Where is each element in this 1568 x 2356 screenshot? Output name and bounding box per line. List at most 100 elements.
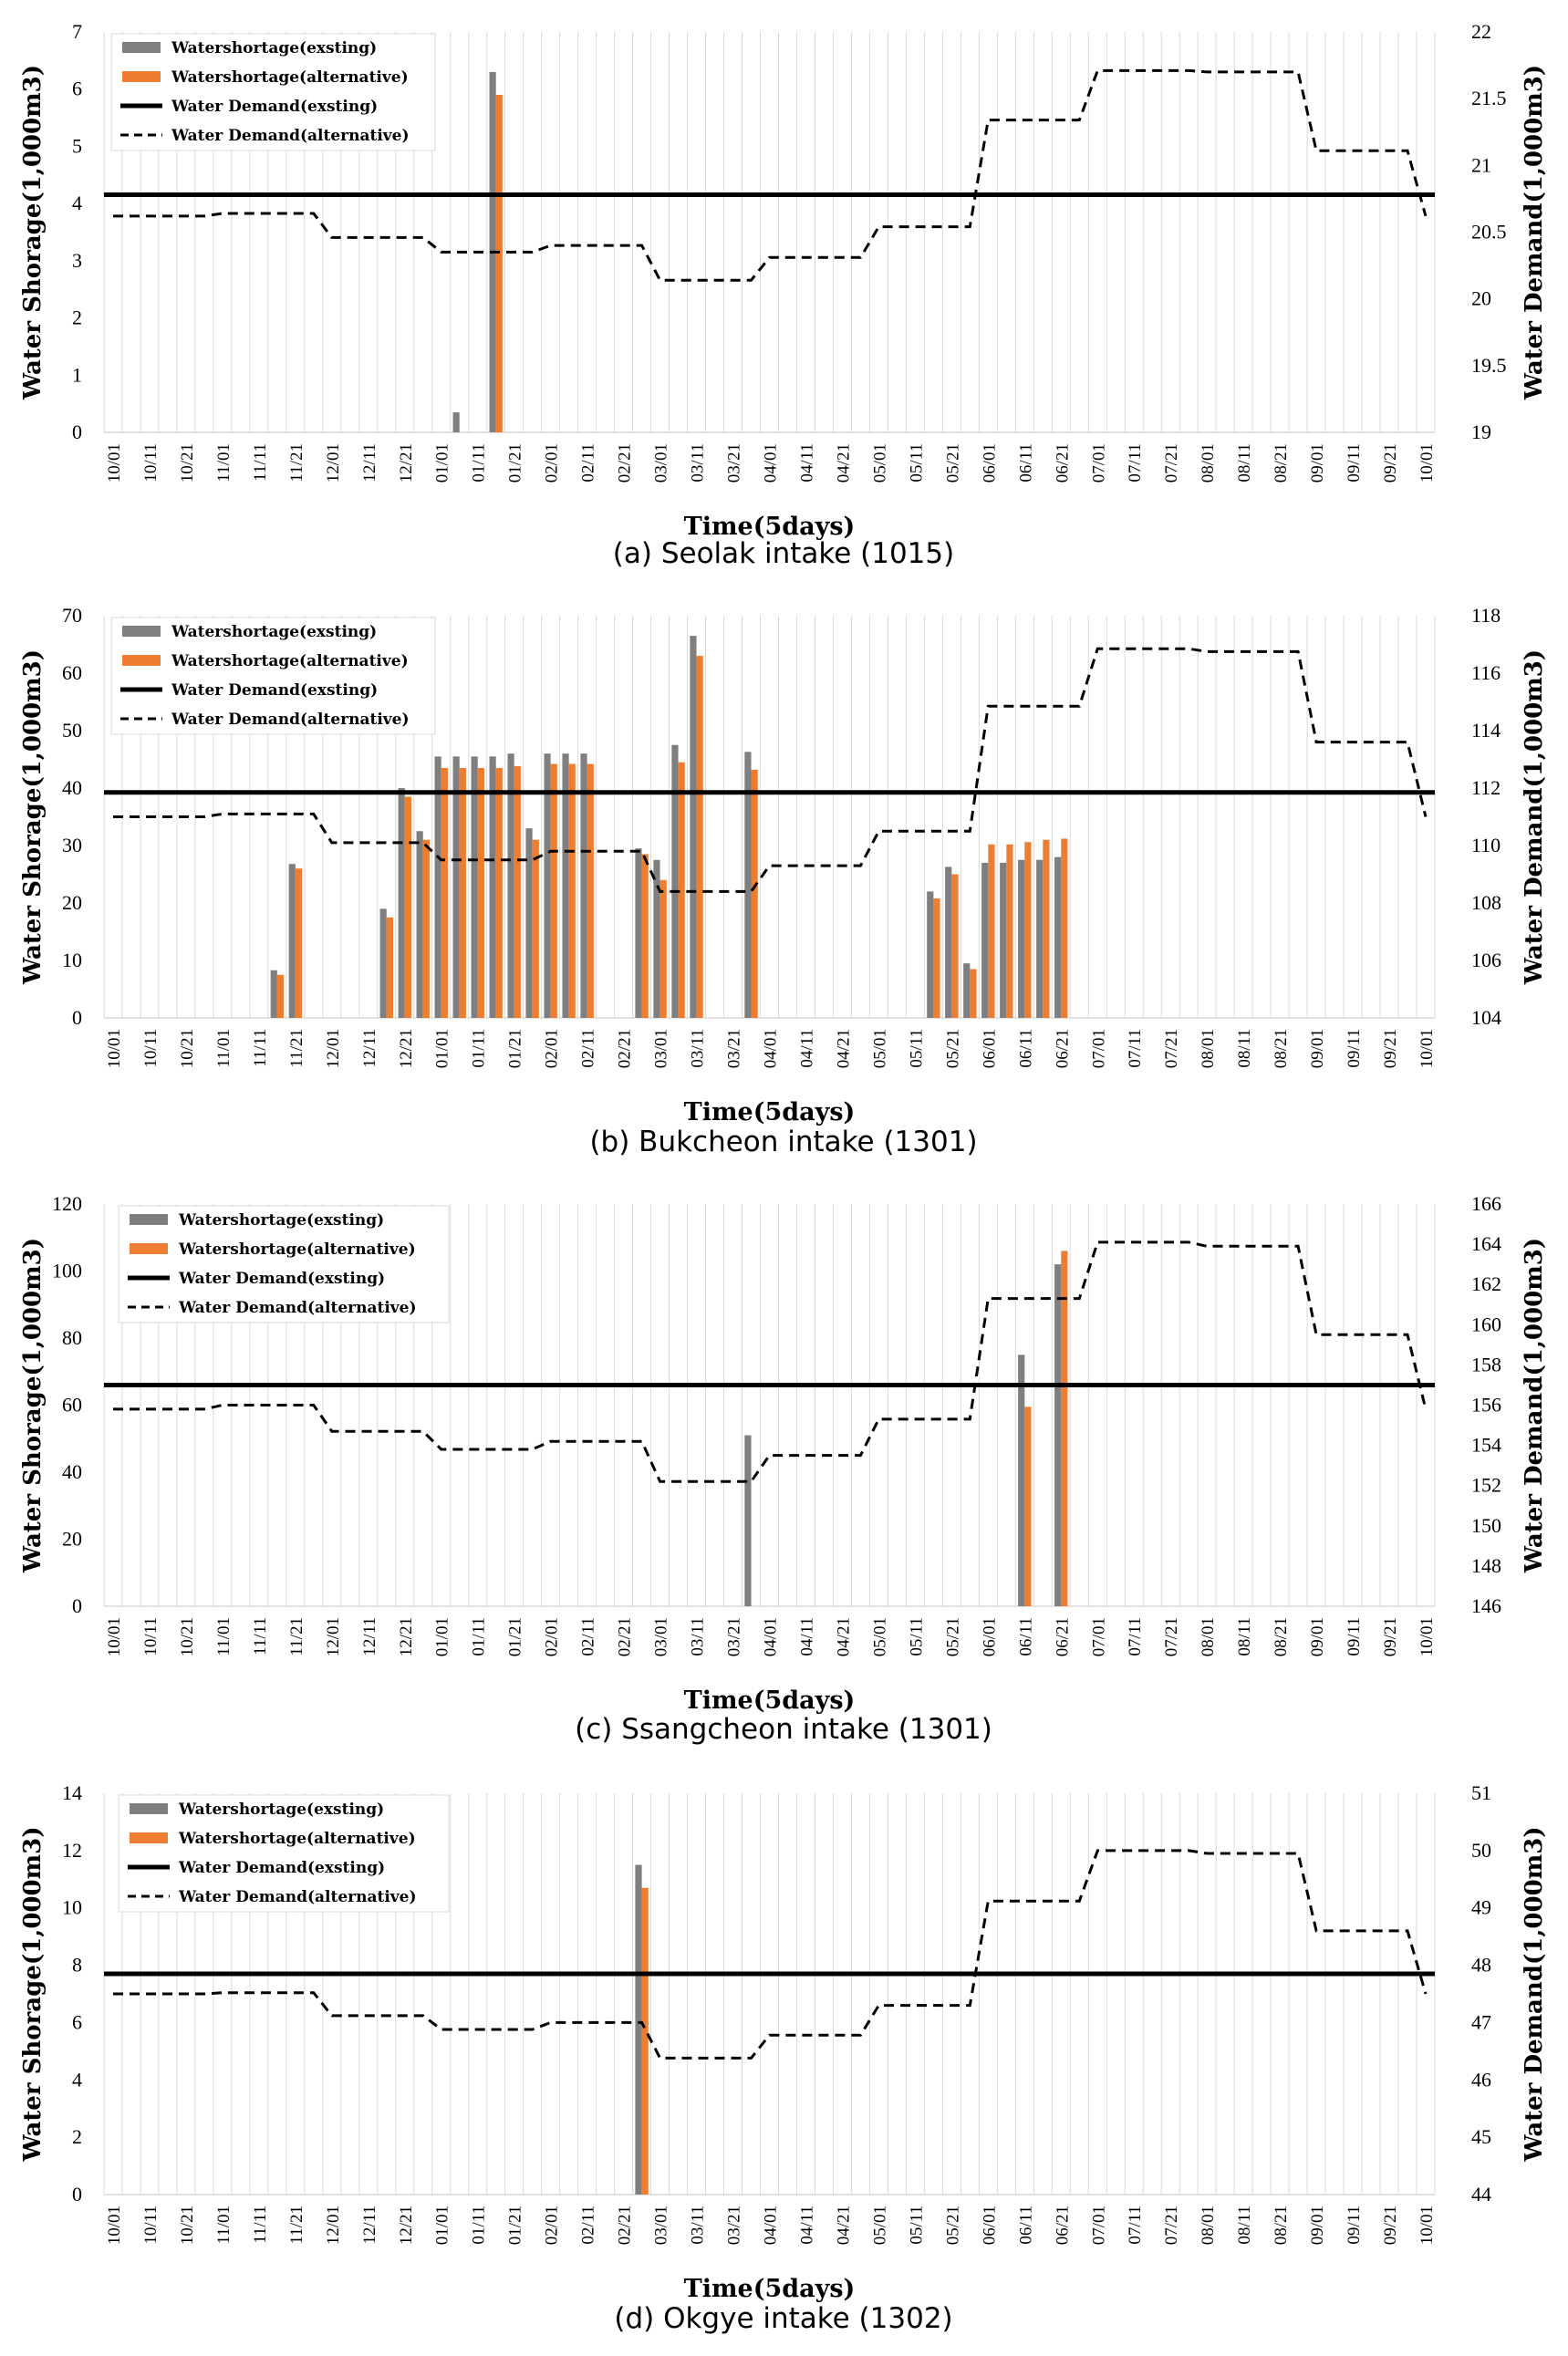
y-right-tick-label: 148 <box>1471 1554 1501 1577</box>
shortage-bar-alternative <box>1043 839 1050 1018</box>
y-right-tick-label: 50 <box>1471 1839 1491 1862</box>
y-right-axis-title: Water Demand(1,000m3) <box>1521 65 1548 400</box>
x-tick-label: 05/21 <box>943 1029 962 1068</box>
y-right-tick-label: 51 <box>1471 1781 1491 1804</box>
shortage-bar-alternative <box>1006 844 1013 1018</box>
shortage-bar-alternative <box>276 974 285 1018</box>
x-tick-label: 04/21 <box>834 1617 853 1656</box>
x-tick-label: 10/01 <box>105 1029 124 1068</box>
x-tick-label: 09/01 <box>1308 1029 1327 1068</box>
shortage-bars <box>270 636 1068 1018</box>
legend-shortage-alternative: Watershortage(alternative) <box>178 1830 416 1848</box>
y-right-tick-label: 106 <box>1471 949 1501 971</box>
x-axis-title: Time(5days) <box>684 2275 856 2303</box>
x-tick-label: 03/01 <box>652 2206 671 2245</box>
y-left-tick-label: 1 <box>72 363 82 386</box>
shortage-bar-existing <box>1000 862 1007 1018</box>
x-tick-label: 12/21 <box>397 2206 416 2245</box>
y-left-tick-label: 120 <box>52 1192 82 1215</box>
shortage-bar-existing <box>525 828 533 1018</box>
x-tick-label: 03/21 <box>725 1617 744 1656</box>
x-tick-label: 05/11 <box>907 443 926 483</box>
y-left-tick-label: 40 <box>62 1460 82 1483</box>
shortage-bar-alternative <box>641 1887 649 2195</box>
x-axis-title: Time(5days) <box>684 1098 856 1126</box>
shortage-bars <box>744 1251 1068 1606</box>
y-right-tick-label: 46 <box>1471 2068 1491 2091</box>
x-tick-label: 08/01 <box>1199 1029 1218 1068</box>
x-tick-label: 11/21 <box>287 2206 306 2245</box>
x-tick-label: 03/21 <box>725 1029 744 1068</box>
legend-swatch <box>130 1243 168 1254</box>
shortage-bar-existing <box>653 859 660 1018</box>
y-right-tick-label: 118 <box>1471 604 1501 627</box>
y-right-tick-label: 150 <box>1471 1514 1501 1537</box>
demand-alternative-line <box>113 1849 1428 2060</box>
x-tick-label: 11/21 <box>287 1617 306 1656</box>
legend-swatch <box>122 42 161 53</box>
legend-shortage-existing: Watershortage(exsting) <box>171 623 377 641</box>
x-tick-label: 10/01 <box>105 2206 124 2245</box>
shortage-bar-alternative <box>1061 1251 1068 1606</box>
x-tick-label: 07/21 <box>1162 2206 1181 2245</box>
y-left-tick-label: 20 <box>62 891 82 914</box>
x-tick-label: 06/11 <box>1016 2206 1035 2245</box>
x-tick-label: 11/11 <box>251 443 270 482</box>
y-right-tick-label: 112 <box>1471 776 1501 799</box>
x-tick-label: 01/21 <box>506 2206 525 2245</box>
shortage-bar-alternative <box>988 844 995 1018</box>
shortage-bar-alternative <box>568 763 576 1018</box>
x-tick-label: 07/11 <box>1126 1029 1145 1068</box>
shortage-bar-existing <box>507 753 514 1018</box>
x-tick-label: 12/11 <box>360 2206 379 2245</box>
shortage-bar-existing <box>1036 859 1044 1018</box>
legend: Watershortage(exsting) Watershortage(alte… <box>118 1205 450 1323</box>
x-tick-label: 04/11 <box>797 1617 816 1656</box>
x-tick-label: 11/21 <box>287 1029 306 1068</box>
shortage-bar-existing <box>288 864 296 1018</box>
legend-box <box>118 1205 450 1323</box>
y-left-tick-label: 2 <box>72 306 82 329</box>
y-right-tick-label: 110 <box>1471 834 1501 856</box>
y-right-tick-label: 21.5 <box>1471 87 1507 109</box>
x-tick-label: 09/11 <box>1345 1029 1364 1068</box>
y-right-tick-label: 158 <box>1471 1353 1501 1375</box>
shortage-bar-alternative <box>495 94 503 432</box>
gridlines <box>103 616 1436 1018</box>
x-tick-label: 11/21 <box>287 443 306 483</box>
shortage-bar-existing <box>963 963 971 1018</box>
demand-alternative-line <box>113 68 1428 282</box>
y-left-tick-label: 0 <box>72 2183 82 2206</box>
x-tick-label: 12/01 <box>324 1029 343 1068</box>
x-tick-label: 12/11 <box>360 1617 379 1656</box>
x-tick-label: 04/01 <box>762 1029 781 1068</box>
x-tick-label: 06/01 <box>980 1029 999 1068</box>
legend-box <box>110 33 436 151</box>
legend: Watershortage(exsting) Watershortage(alte… <box>110 617 436 735</box>
x-axis-title: Time(5days) <box>684 513 856 541</box>
x-tick-label: 03/21 <box>725 443 744 483</box>
legend-shortage-existing: Watershortage(exsting) <box>178 1211 384 1230</box>
y-right-tick-label: 116 <box>1471 661 1501 684</box>
legend-swatch <box>130 1803 168 1814</box>
x-tick-label: 01/01 <box>433 1617 452 1656</box>
x-tick-label: 02/11 <box>579 443 598 483</box>
x-tick-label: 08/11 <box>1235 1029 1254 1068</box>
y-left-axis-title: Water Shorage(1,000m3) <box>19 649 47 985</box>
shortage-bar-alternative <box>933 898 940 1018</box>
y-left-tick-label: 5 <box>72 134 82 157</box>
legend-swatch <box>122 655 161 666</box>
legend-swatch <box>130 1832 168 1843</box>
x-tick-label: 01/21 <box>506 1617 525 1656</box>
x-tick-label: 04/11 <box>797 2206 816 2245</box>
x-tick-label: 08/01 <box>1199 1617 1218 1656</box>
y-right-tick-label: 146 <box>1471 1594 1501 1617</box>
x-tick-label: 09/01 <box>1308 1617 1327 1656</box>
x-tick-label: 05/11 <box>907 2206 926 2245</box>
y-right-tick-label: 114 <box>1471 719 1501 742</box>
y-right-tick-label: 20.5 <box>1471 221 1507 244</box>
shortage-bar-alternative <box>295 868 303 1018</box>
x-tick-label: 11/11 <box>251 1617 270 1655</box>
